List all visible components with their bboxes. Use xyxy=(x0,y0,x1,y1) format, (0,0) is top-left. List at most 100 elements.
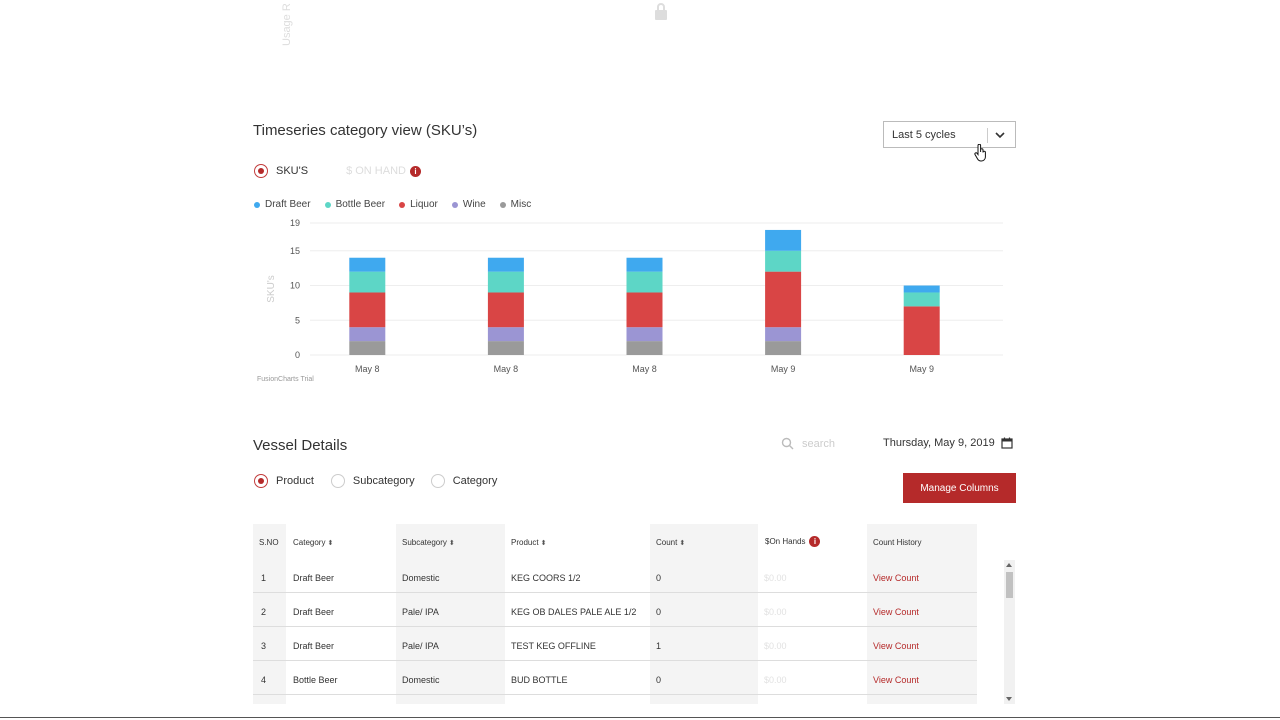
chart-legend: Draft Beer Bottle Beer Liquor Wine Misc xyxy=(254,199,545,210)
bar-segment xyxy=(765,229,802,251)
bar-segment xyxy=(626,257,663,272)
legend-dot xyxy=(254,201,260,208)
table-row[interactable]: 4 Bottle Beer Domestic BUD BOTTLE 0 $0.00 View… xyxy=(253,661,977,695)
info-icon[interactable]: i xyxy=(409,165,421,177)
legend-item[interactable]: Bottle Beer xyxy=(324,199,386,210)
cell-product: TEST KEG OFFLINE xyxy=(511,641,596,651)
x-tick-label: May 9 xyxy=(909,364,934,374)
timeseries-chart: 0 5 10 15 19 SKU's May 8 May 8 May 8 May 9 May 9 Fu… xyxy=(257,218,1003,383)
x-tick-label: May 9 xyxy=(771,364,796,374)
subcategory-label: Subcategory xyxy=(352,475,415,487)
product-option[interactable]: Product xyxy=(254,474,314,488)
bar-segment xyxy=(903,285,940,293)
manage-columns-button[interactable]: Manage Columns xyxy=(903,473,1016,503)
cell-category: Draft Beer xyxy=(293,573,335,583)
view-mode-radios: Product Subcategory Category xyxy=(254,474,497,488)
search-input[interactable]: search xyxy=(781,437,835,450)
view-count-link[interactable]: View Count xyxy=(873,641,919,651)
legend-dot xyxy=(451,201,458,208)
bottom-divider xyxy=(0,717,1280,718)
chart-watermark: FusionCharts Trial xyxy=(257,376,314,383)
cycles-select[interactable]: Last 5 cycles xyxy=(883,121,1016,148)
bar-segment xyxy=(487,257,524,272)
bar-segment xyxy=(487,327,524,342)
bar-segment xyxy=(903,292,940,307)
date-picker[interactable]: Thursday, May 9, 2019 xyxy=(883,437,1013,449)
cell-category: Draft Beer xyxy=(293,641,335,651)
view-count-link[interactable]: View Count xyxy=(873,675,919,685)
category-radio[interactable] xyxy=(430,474,445,488)
cell-sno: 1 xyxy=(261,573,267,583)
bar-segment xyxy=(765,327,802,342)
header-product[interactable]: Product ⬍ xyxy=(511,538,547,547)
y-tick-label: 15 xyxy=(290,246,300,256)
subcategory-radio[interactable] xyxy=(330,474,345,488)
cell-sno: 3 xyxy=(261,641,267,651)
search-placeholder: search xyxy=(802,437,836,450)
column-shade-sno xyxy=(253,524,286,704)
header-category[interactable]: Category ⬍ xyxy=(293,538,334,547)
sort-icon: ⬍ xyxy=(448,540,455,547)
legend-label: Liquor xyxy=(410,199,438,210)
table-scrollbar[interactable] xyxy=(1004,560,1015,704)
cell-subcategory: Domestic xyxy=(402,675,440,685)
cell-product: BUD BOTTLE xyxy=(511,675,568,685)
legend-item[interactable]: Liquor xyxy=(399,199,438,210)
header-on-hands: $On Hands i xyxy=(765,536,821,547)
info-icon[interactable]: i xyxy=(809,536,821,547)
cell-on-hands: $0.00 xyxy=(764,641,787,651)
scroll-down-arrow[interactable] xyxy=(1006,697,1012,701)
cell-product: KEG COORS 1/2 xyxy=(511,573,581,583)
legend-item[interactable]: Misc xyxy=(499,199,531,210)
header-subcategory[interactable]: Subcategory ⬍ xyxy=(402,538,455,547)
date-value: Thursday, May 9, 2019 xyxy=(883,437,995,449)
product-label: Product xyxy=(276,475,314,487)
cell-subcategory: Pale/ IPA xyxy=(402,607,439,617)
skus-option[interactable]: SKU'S xyxy=(254,164,308,178)
cell-on-hands: $0.00 xyxy=(764,607,787,617)
chevron-down-icon[interactable] xyxy=(994,129,1006,141)
table-row[interactable]: 1 Draft Beer Domestic KEG COORS 1/2 0 $0.00 Vi… xyxy=(253,559,977,593)
view-count-link[interactable]: View Count xyxy=(873,607,919,617)
cell-sno: 4 xyxy=(261,675,267,685)
legend-item[interactable]: Wine xyxy=(451,199,486,210)
bar-segment xyxy=(765,341,802,355)
y-axis-label: SKU's xyxy=(266,275,277,302)
view-count-link[interactable]: View Count xyxy=(873,573,919,583)
legend-label: Draft Beer xyxy=(265,199,311,210)
vessel-details-title: Vessel Details xyxy=(253,437,348,454)
sort-icon: ⬍ xyxy=(327,540,334,547)
search-icon xyxy=(781,437,794,450)
bar-segment xyxy=(349,327,386,342)
y-tick-label: 5 xyxy=(295,315,300,325)
skus-label: SKU'S xyxy=(276,165,309,177)
table-row[interactable]: 3 Draft Beer Pale/ IPA TEST KEG OFFLINE 1 $0.… xyxy=(253,627,977,661)
bar-segment xyxy=(349,341,386,355)
product-radio[interactable] xyxy=(254,474,268,488)
legend-label: Bottle Beer xyxy=(335,199,386,210)
legend-item[interactable]: Draft Beer xyxy=(254,199,311,210)
sort-icon: ⬍ xyxy=(540,540,547,547)
table-row[interactable]: 2 Draft Beer Pale/ IPA KEG OB DALES PALE AL… xyxy=(253,593,977,627)
table-header: S.NO Category ⬍ Subcategory ⬍ Product ⬍ Cou… xyxy=(253,524,977,559)
subcategory-option[interactable]: Subcategory xyxy=(330,474,415,488)
header-sno: S.NO xyxy=(259,538,279,547)
y-tick-label: 19 xyxy=(290,218,300,228)
header-count[interactable]: Count ⬍ xyxy=(656,538,686,547)
legend-dot xyxy=(324,201,331,208)
header-count-history: Count History xyxy=(873,538,922,547)
vessel-table: S.NO Category ⬍ Subcategory ⬍ Product ⬍ Cou… xyxy=(253,524,977,704)
category-option[interactable]: Category xyxy=(430,474,497,488)
scroll-thumb[interactable] xyxy=(1006,572,1013,598)
cell-count: 0 xyxy=(656,573,662,583)
usage-report-label: Usage R xyxy=(281,3,293,46)
bar-segment xyxy=(626,341,663,355)
cell-sno: 2 xyxy=(261,607,267,617)
x-tick-label: May 8 xyxy=(494,364,519,374)
on-hand-option[interactable]: $ ON HAND i xyxy=(346,165,421,177)
bar-segment xyxy=(487,341,524,355)
scroll-up-arrow[interactable] xyxy=(1006,563,1012,567)
skus-radio[interactable] xyxy=(254,164,268,178)
calendar-icon[interactable] xyxy=(1001,437,1013,449)
bar-segment xyxy=(487,271,524,293)
